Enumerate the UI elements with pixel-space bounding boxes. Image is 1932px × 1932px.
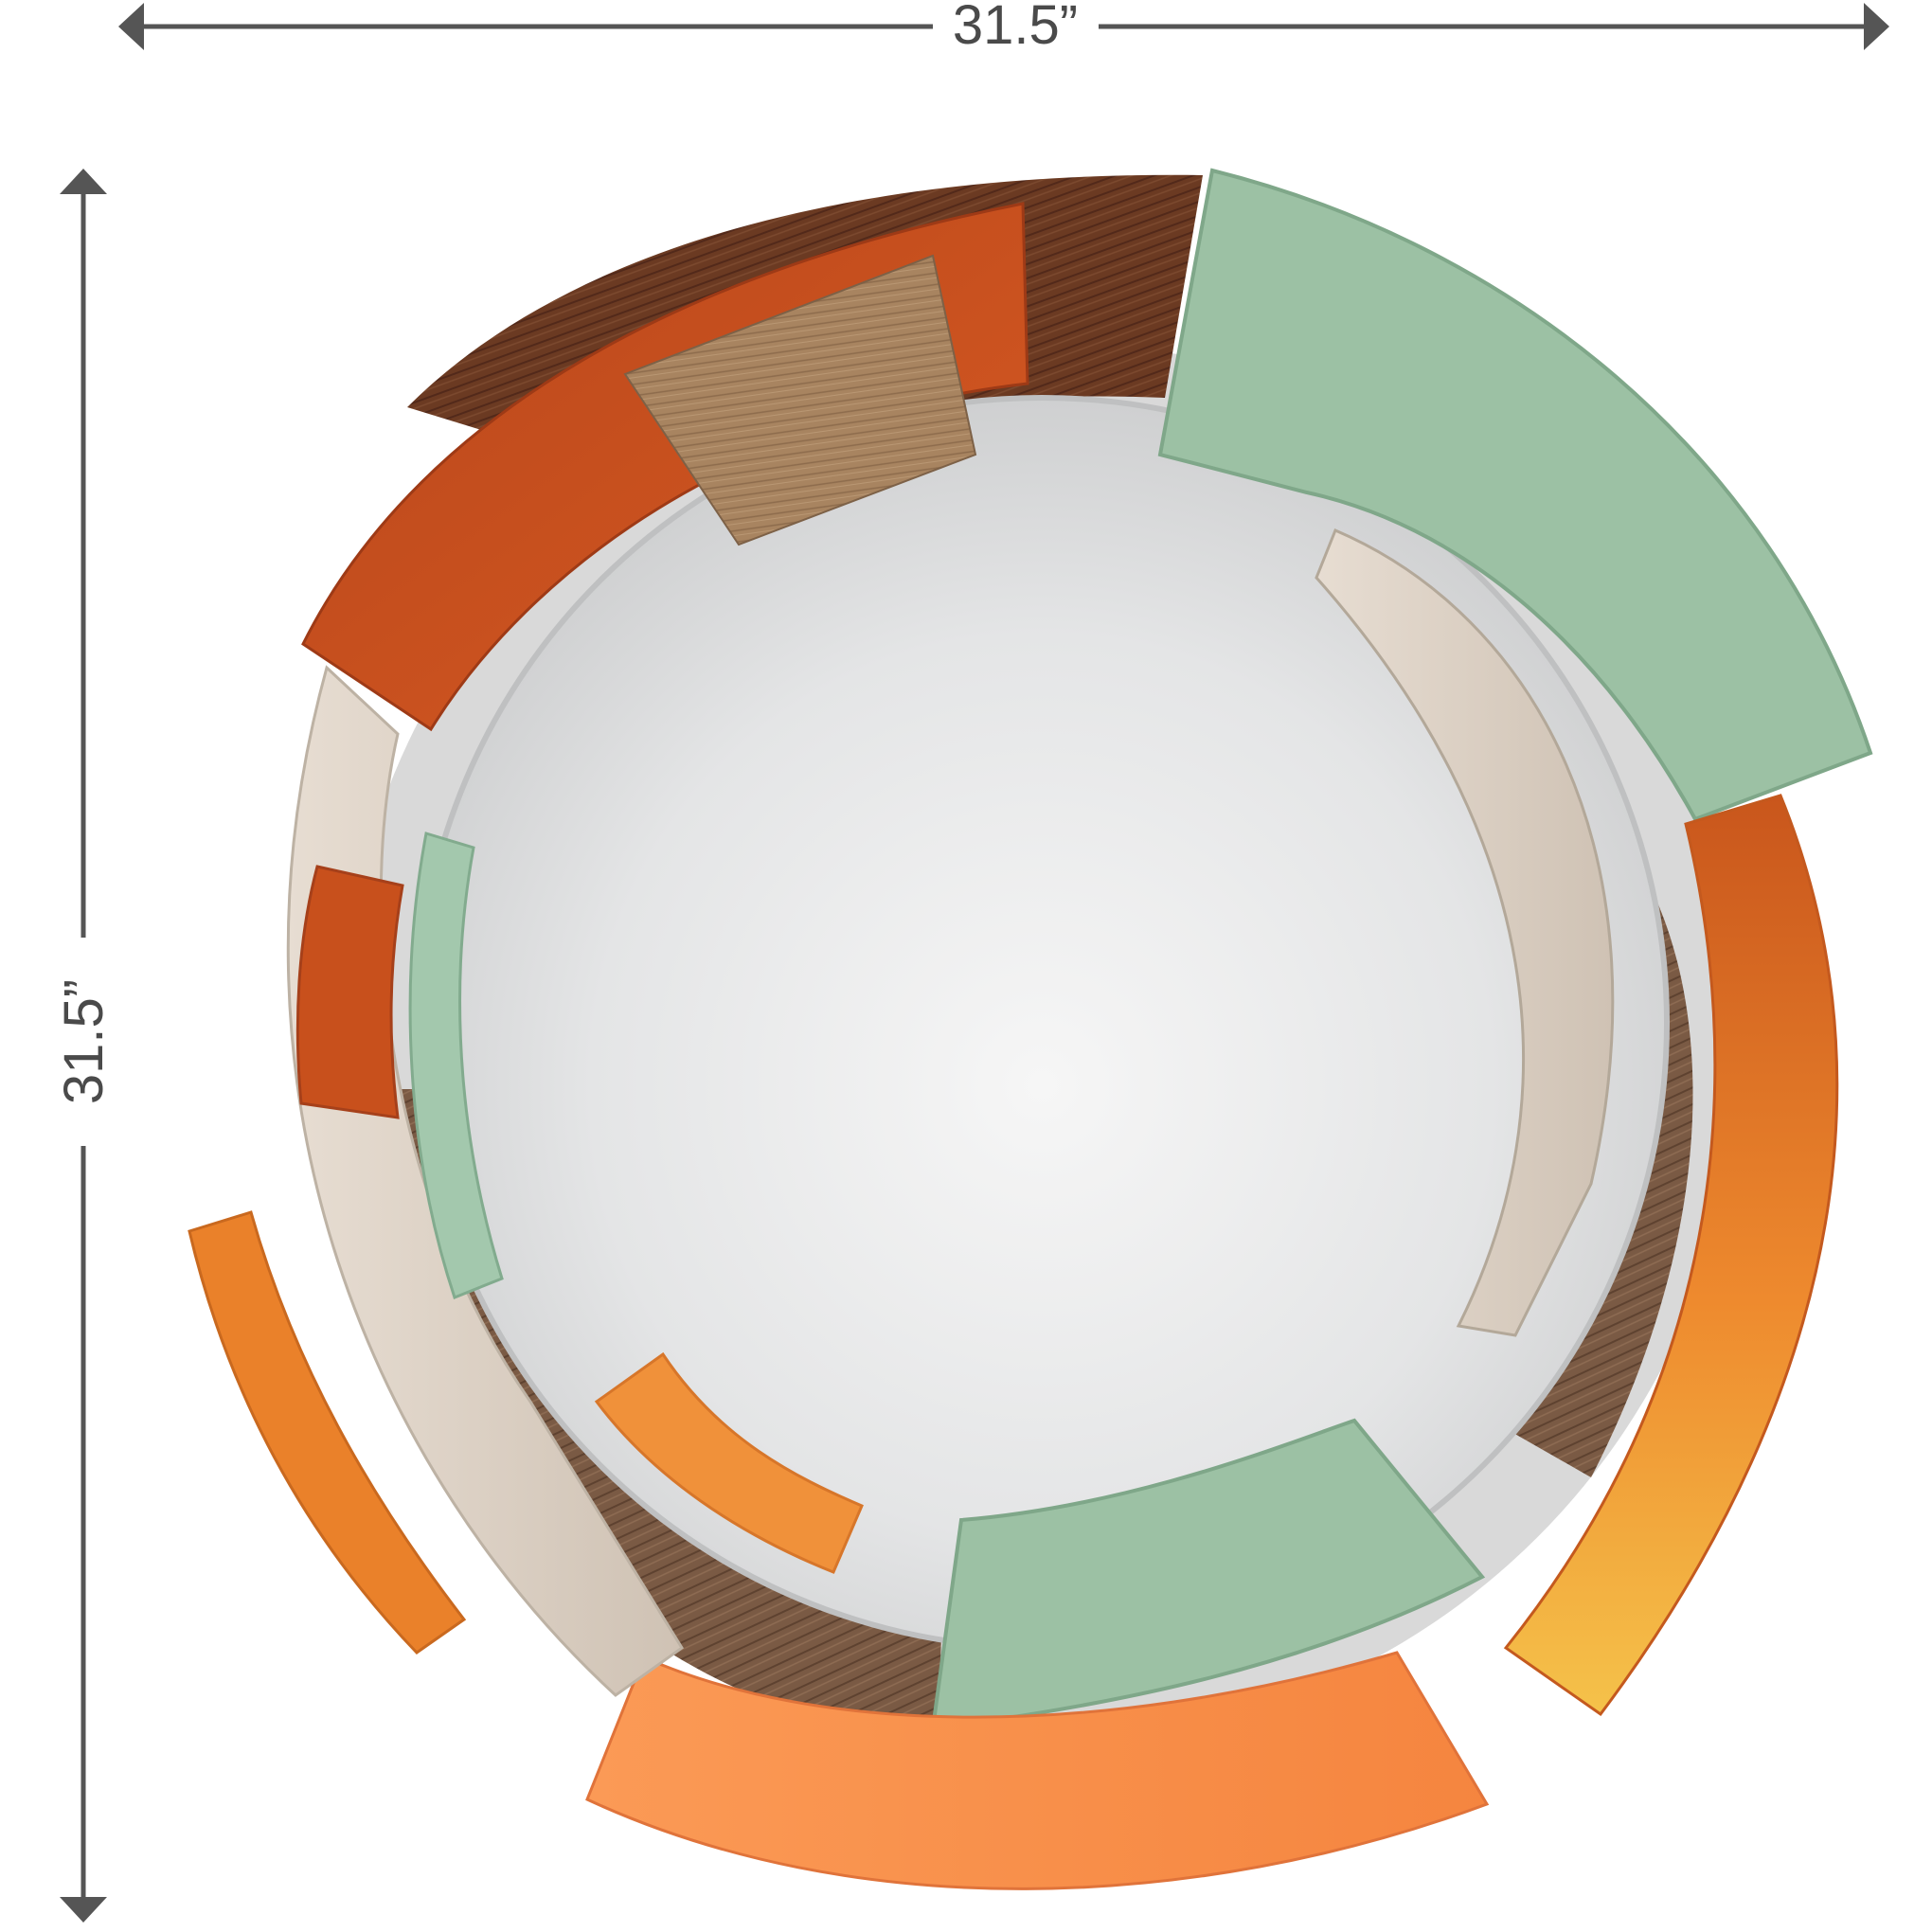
width-dimension: 31.5” [118, 0, 1889, 56]
orange-inner-bottom-left [594, 1351, 864, 1574]
height-arrow-top-icon [60, 169, 107, 194]
light-wood-tile-top [623, 254, 977, 546]
mirror [188, 168, 1873, 1890]
height-arrow-bottom-icon [60, 1897, 107, 1923]
height-dimension: 31.5” [53, 169, 115, 1923]
orange-gradient-right [1503, 794, 1839, 1717]
rust-small-left [295, 865, 404, 1119]
peach-orange-bottom [585, 1651, 1490, 1890]
height-label: 31.5” [53, 979, 115, 1104]
orange-outer-left [188, 1210, 467, 1655]
width-arrow-right-icon [1864, 3, 1889, 50]
sage-green-bottom [930, 1418, 1486, 1731]
champagne-inner-right [1315, 528, 1615, 1337]
width-arrow-left-icon [118, 3, 144, 50]
mirror-glass [414, 395, 1670, 1651]
width-label: 31.5” [953, 0, 1078, 56]
sage-green-inner-left [408, 832, 504, 1299]
sage-green-top-right [1157, 168, 1873, 822]
